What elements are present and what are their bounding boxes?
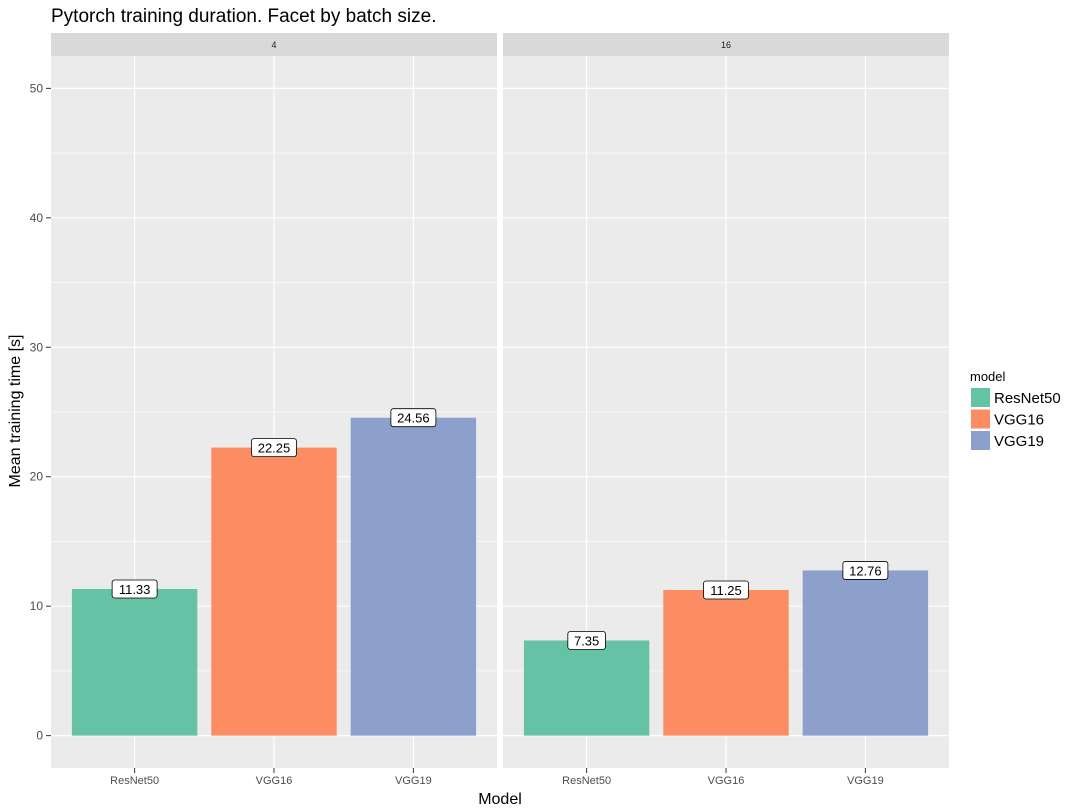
facet-panel-4: 4 11.33 ResNet50 22.25 VGG16 24.56 VGG19 <box>51 33 497 787</box>
data-label: 24.56 <box>390 408 437 428</box>
y-tick-label: 40 <box>30 211 44 225</box>
legend-item-vgg16: VGG16 <box>971 409 1044 429</box>
x-tick-label: VGG19 <box>847 775 884 787</box>
data-label: 12.76 <box>842 561 889 580</box>
legend-swatch <box>971 388 990 407</box>
facet-strip <box>503 33 949 56</box>
data-label: 11.33 <box>111 579 158 599</box>
bar-resnet50 <box>71 588 198 736</box>
data-label-text: 7.35 <box>574 633 599 648</box>
data-label: 7.35 <box>567 631 606 650</box>
legend-item-vgg19: VGG19 <box>971 431 1044 450</box>
legend-label: ResNet50 <box>994 390 1061 407</box>
y-tick-label: 10 <box>30 599 44 613</box>
facet-panels: 0 10 20 30 40 50 4 11.33 ResNet50 22.25 VGG16 24.56… <box>30 33 949 787</box>
facet-strip <box>51 33 497 56</box>
x-tick-label: VGG19 <box>395 775 432 787</box>
bar-resnet50 <box>523 640 650 736</box>
data-label-text: 22.25 <box>258 441 291 456</box>
data-label-text: 11.25 <box>710 583 742 598</box>
x-axis-label: Model <box>478 791 522 808</box>
x-tick-label: VGG16 <box>256 775 293 787</box>
x-tick-label: ResNet50 <box>110 775 159 787</box>
legend-swatch <box>971 431 990 450</box>
data-label-box <box>251 438 297 458</box>
data-label-box <box>703 580 749 600</box>
y-tick-label: 0 <box>36 729 43 743</box>
facet-strip-label: 16 <box>721 40 731 50</box>
data-label-box <box>111 579 158 599</box>
data-label: 22.25 <box>251 438 297 458</box>
data-label-box <box>390 408 437 428</box>
data-label-text: 11.33 <box>119 582 151 597</box>
bar-vgg19 <box>802 570 929 736</box>
legend: model ResNet50 VGG16 VGG19 <box>970 369 1061 450</box>
data-label-text: 12.76 <box>849 563 882 578</box>
data-label: 11.25 <box>703 580 749 600</box>
y-tick-label: 50 <box>30 81 44 95</box>
legend-title: model <box>970 369 1006 384</box>
bar-vgg16 <box>663 590 789 736</box>
x-tick-label: VGG16 <box>708 775 745 787</box>
bar-vgg19 <box>350 417 477 736</box>
legend-label: VGG19 <box>994 433 1044 450</box>
y-tick-label: 20 <box>30 470 44 484</box>
facet-strip-label: 4 <box>271 40 276 50</box>
y-tick-label: 30 <box>30 340 44 354</box>
x-tick-label: ResNet50 <box>562 775 611 787</box>
facet-panel-16: 16 7.35 ResNet50 11.25 VGG16 12.76 VGG19 <box>503 33 949 787</box>
legend-item-resnet50: ResNet50 <box>971 388 1061 407</box>
bar-vgg16 <box>211 447 337 736</box>
chart-title: Pytorch training duration. Facet by batc… <box>51 6 436 27</box>
data-label-box <box>842 561 889 580</box>
data-label-box <box>567 631 606 650</box>
legend-swatch <box>971 409 990 429</box>
legend-label: VGG16 <box>994 412 1044 429</box>
data-label-text: 24.56 <box>397 411 430 426</box>
y-axis-label: Mean training time [s] <box>7 335 24 488</box>
